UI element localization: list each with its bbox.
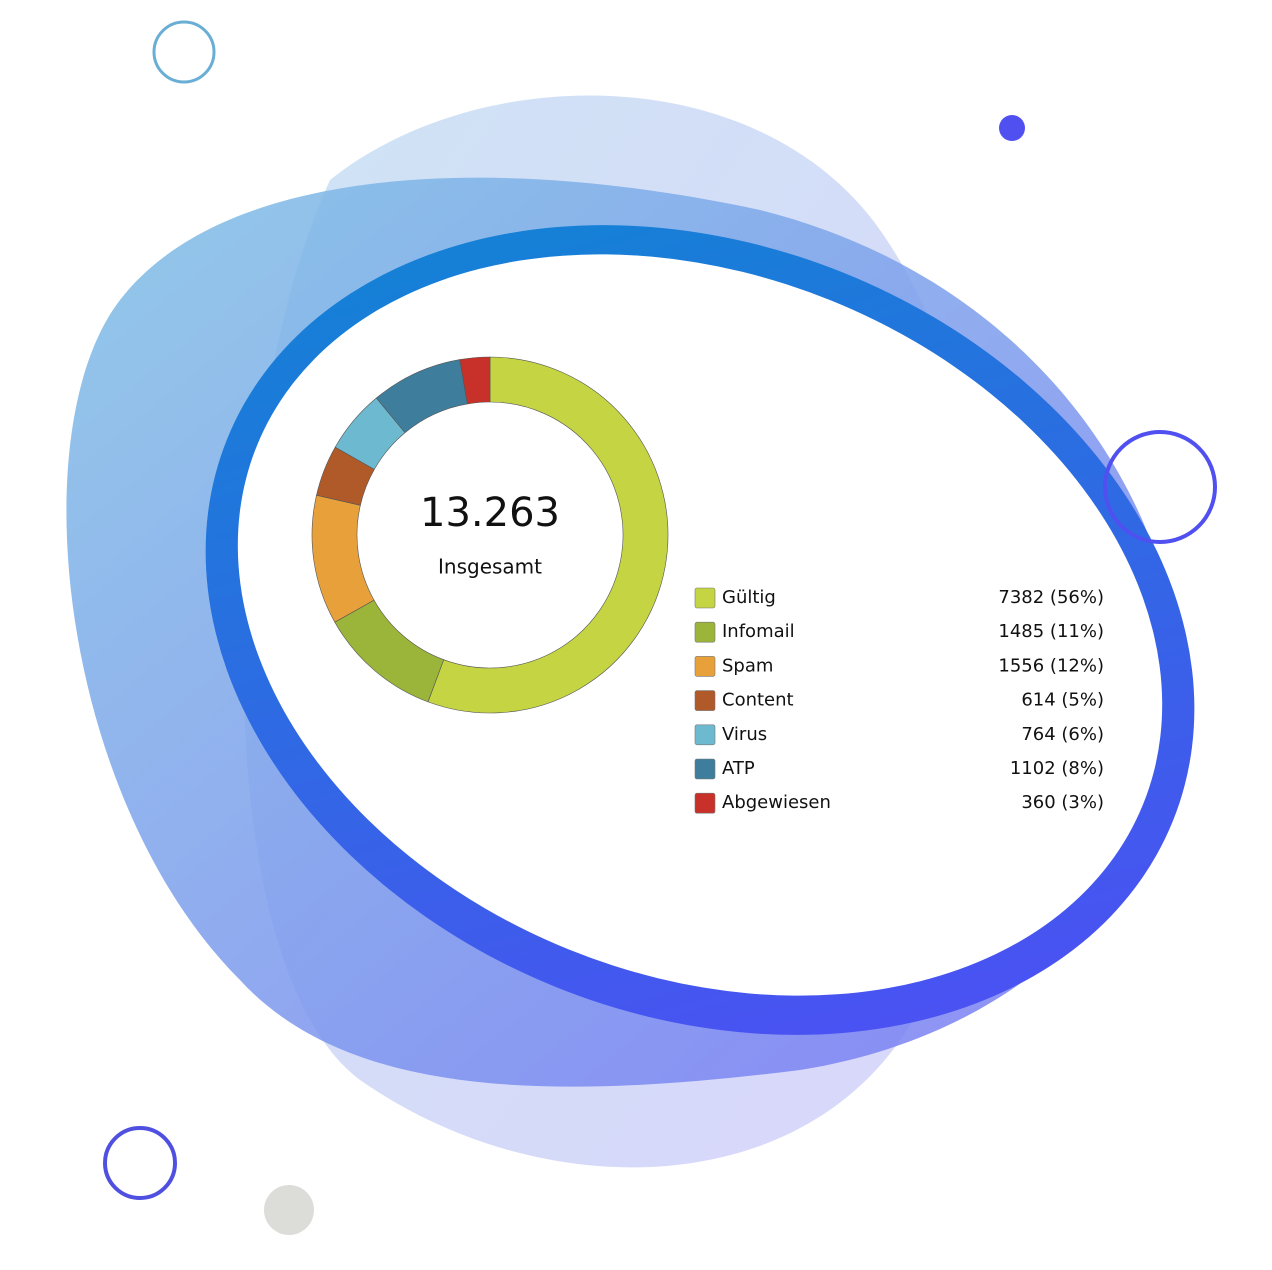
legend-label: Gültig xyxy=(722,587,776,608)
legend-swatch xyxy=(694,724,716,746)
value-label: 614 (5%) xyxy=(1021,690,1104,711)
legend-label: Infomail xyxy=(722,621,795,642)
value-label: 360 (3%) xyxy=(1021,792,1104,813)
donut-slice xyxy=(459,356,491,405)
legend-label: Abgewiesen xyxy=(722,792,831,813)
legend-swatch xyxy=(694,621,716,643)
legend-swatch xyxy=(694,792,716,814)
value-label: 764 (6%) xyxy=(1021,724,1104,745)
legend-swatch xyxy=(694,656,716,677)
center-value: 13.263 xyxy=(420,490,560,536)
value-label: 7382 (56%) xyxy=(998,587,1104,608)
value-label: 1485 (11%) xyxy=(998,621,1104,642)
legend-swatch xyxy=(694,587,716,609)
donut-slice xyxy=(427,356,669,714)
legend-swatch xyxy=(694,690,716,711)
legend-label: Spam xyxy=(722,655,773,676)
legend-label: Content xyxy=(722,690,794,711)
value-label: 1556 (12%) xyxy=(998,655,1104,676)
legend-swatch xyxy=(694,758,716,780)
legend-label: ATP xyxy=(722,758,755,779)
legend-label: Virus xyxy=(722,724,767,745)
center-label: Insgesamt xyxy=(438,555,542,579)
value-label: 1102 (8%) xyxy=(1010,758,1104,779)
donut-chart: 13.263 Insgesamt Gültig 7382 (56%) Infomai… xyxy=(311,356,1104,814)
